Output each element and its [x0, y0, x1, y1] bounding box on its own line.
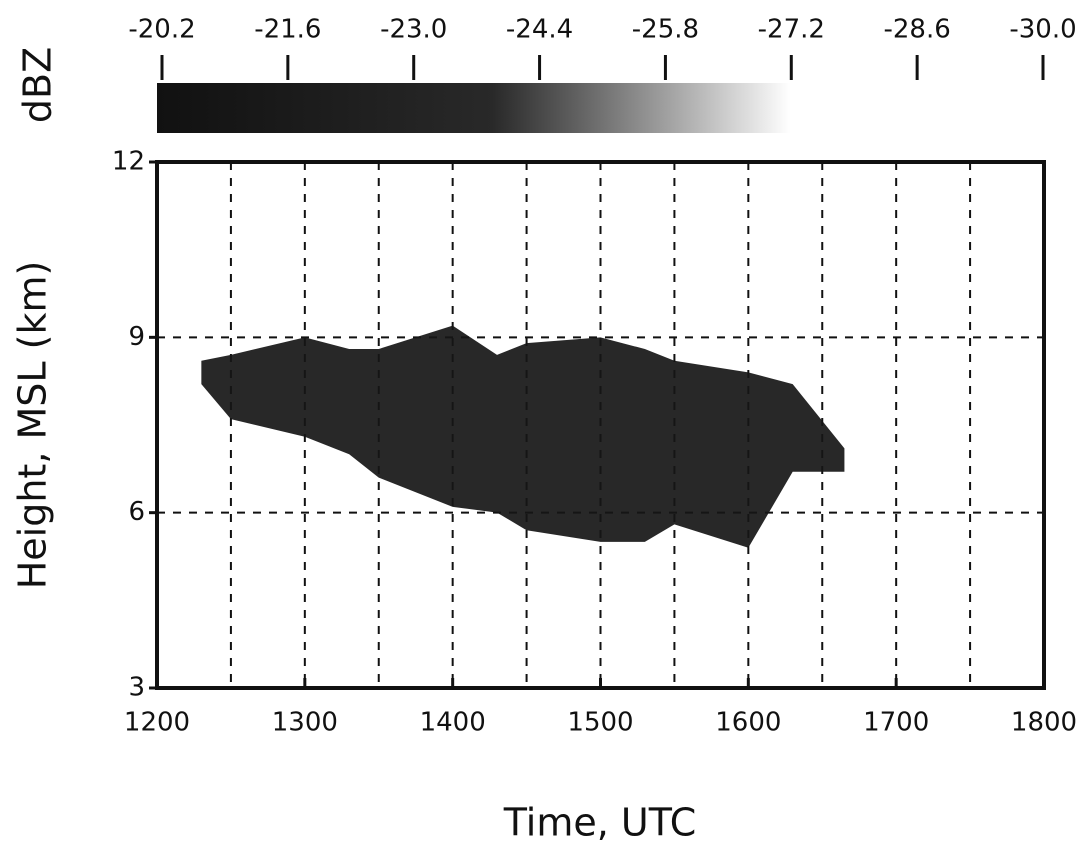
- colorbar-tick-label: -20.2: [128, 15, 195, 45]
- echo-area: [201, 325, 845, 548]
- colorbar-label: dBZ: [16, 47, 60, 123]
- x-tick-label: 1200: [124, 708, 190, 738]
- y-tick-label: 3: [128, 673, 145, 703]
- y-tick-label: 12: [112, 147, 145, 177]
- y-axis-label: Height, MSL (km): [11, 261, 55, 590]
- x-tick-label: 1500: [567, 708, 633, 738]
- x-tick-label: 1800: [1011, 708, 1077, 738]
- y-tick-label: 6: [128, 497, 145, 527]
- colorbar-tick-label: -30.0: [1009, 15, 1076, 45]
- x-axis-label: Time, UTC: [503, 801, 697, 845]
- colorbar: [157, 83, 902, 133]
- x-tick-label: 1700: [863, 708, 929, 738]
- x-tick-label: 1600: [715, 708, 781, 738]
- colorbar-tick-label: -27.2: [758, 15, 825, 45]
- colorbar-tick-label: -21.6: [254, 15, 321, 45]
- colorbar-tick-label: -28.6: [884, 15, 951, 45]
- colorbar-tick-label: -23.0: [380, 15, 447, 45]
- colorbar-tick-label: -25.8: [632, 15, 699, 45]
- x-tick-label: 1300: [272, 708, 338, 738]
- y-tick-label: 9: [128, 322, 145, 352]
- colorbar-tick-label: -24.4: [506, 15, 573, 45]
- x-tick-label: 1400: [420, 708, 486, 738]
